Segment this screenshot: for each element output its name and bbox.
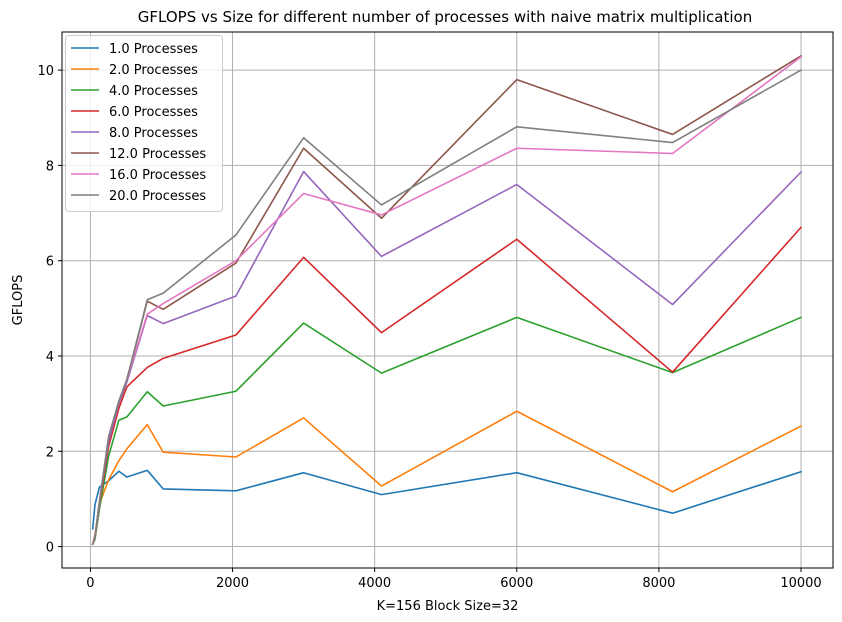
x-tick-label: 0 [86, 576, 94, 591]
x-tick-label: 8000 [642, 576, 675, 591]
series-line [91, 316, 803, 546]
legend-label: 16.0 Processes [109, 168, 206, 183]
series-line [91, 69, 803, 546]
y-tick-label: 4 [46, 350, 54, 365]
plot-frame [61, 31, 834, 569]
x-axis-label: K=156 Block Size=32 [377, 599, 519, 614]
grid [62, 32, 833, 568]
y-tick-label: 8 [46, 159, 54, 174]
y-tick-label: 6 [46, 255, 54, 270]
x-tick-label: 6000 [500, 576, 533, 591]
legend-label: 4.0 Processes [109, 84, 198, 99]
y-tick-label: 10 [37, 64, 54, 79]
x-axis: 0 2000 4000 6000 8000 10000 [86, 568, 822, 591]
x-tick-label: 2000 [216, 576, 249, 591]
legend-label: 2.0 Processes [109, 63, 198, 78]
legend: 1.0 Processes 2.0 Processes 4.0 Processes 6… [65, 35, 223, 212]
series-lines [91, 54, 803, 546]
x-tick-label: 4000 [358, 576, 391, 591]
y-axis: 0 2 4 6 8 10 [37, 64, 62, 556]
legend-label: 8.0 Processes [109, 126, 198, 141]
y-axis-label: GFLOPS [11, 275, 26, 326]
legend-box [65, 35, 223, 212]
y-tick-label: 0 [46, 541, 54, 556]
chart-title: GFLOPS vs Size for different number of p… [138, 8, 752, 26]
legend-label: 1.0 Processes [109, 42, 198, 57]
legend-label: 20.0 Processes [109, 189, 206, 204]
legend-label: 6.0 Processes [109, 105, 198, 120]
y-tick-label: 2 [46, 445, 54, 460]
legend-label: 12.0 Processes [109, 147, 206, 162]
x-tick-label: 10000 [780, 576, 821, 591]
